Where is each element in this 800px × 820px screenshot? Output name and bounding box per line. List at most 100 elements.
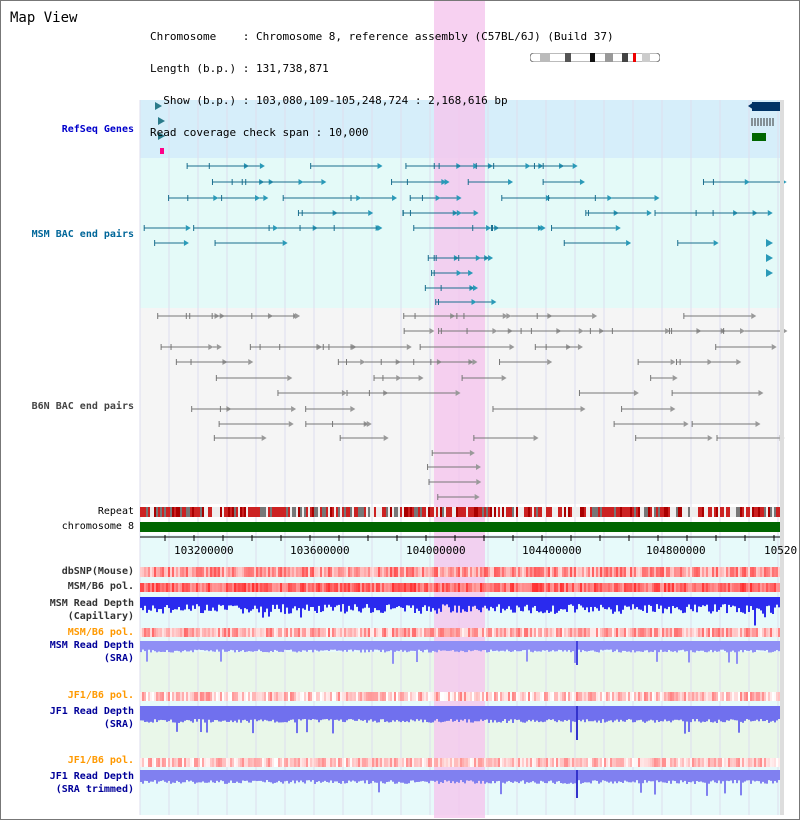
repeat-band bbox=[298, 507, 300, 517]
depth-bar bbox=[468, 641, 470, 651]
track-label-b6n-bac[interactable]: B6N BAC end pairs bbox=[31, 401, 134, 412]
heat-cell bbox=[734, 583, 736, 592]
depth-bar bbox=[530, 706, 532, 722]
heat-cell bbox=[258, 567, 260, 577]
depth-bar bbox=[628, 706, 630, 720]
heat-cell bbox=[460, 583, 462, 592]
heat-cell bbox=[454, 567, 456, 577]
track-label-jf1-depth-trimmed[interactable]: JF1 Read Depth bbox=[49, 771, 134, 782]
heat-cell bbox=[348, 758, 350, 767]
depth-bar bbox=[576, 597, 578, 610]
depth-bar bbox=[428, 641, 430, 653]
track-label-jf1-pol[interactable]: JF1/B6 pol. bbox=[67, 690, 134, 701]
depth-bar bbox=[268, 770, 270, 782]
repeat-band bbox=[680, 507, 682, 517]
depth-bar bbox=[656, 706, 658, 721]
track-label-chromosome[interactable]: chromosome 8 bbox=[61, 521, 134, 532]
heat-cell bbox=[582, 692, 584, 701]
depth-bar bbox=[264, 597, 266, 613]
depth-bar bbox=[368, 597, 370, 608]
heat-cell bbox=[312, 583, 314, 592]
heat-cell bbox=[266, 567, 268, 577]
heat-cell bbox=[714, 583, 716, 592]
track-label-msm-b6-pol-sra[interactable]: MSM/B6 pol. bbox=[67, 627, 134, 638]
depth-bar bbox=[516, 706, 518, 721]
track-label-msm-bac[interactable]: MSM BAC end pairs bbox=[31, 229, 134, 240]
heat-cell bbox=[590, 758, 592, 767]
depth-bar bbox=[376, 641, 378, 650]
repeat-band bbox=[236, 507, 238, 517]
heat-cell bbox=[152, 628, 154, 637]
bac-pair-arrow bbox=[646, 210, 652, 216]
track-label-jf1-depth-sra[interactable]: JF1 Read Depth bbox=[49, 706, 134, 717]
chromosome-ideogram[interactable] bbox=[530, 53, 660, 62]
depth-bar bbox=[656, 770, 658, 781]
track-label-refseq[interactable]: RefSeq Genes bbox=[61, 124, 134, 135]
heat-cell bbox=[256, 692, 258, 701]
repeat-band bbox=[260, 507, 262, 517]
depth-bar bbox=[632, 706, 634, 723]
depth-bar bbox=[618, 770, 620, 782]
heat-cell bbox=[144, 583, 146, 592]
heat-cell bbox=[182, 583, 184, 592]
heat-cell bbox=[628, 758, 630, 767]
depth-bar bbox=[578, 706, 580, 721]
heat-cell bbox=[682, 758, 684, 767]
track-label-msm-depth-sra[interactable]: MSM Read Depth bbox=[49, 640, 134, 651]
heat-cell bbox=[484, 583, 486, 592]
repeat-band bbox=[576, 507, 578, 517]
depth-bar bbox=[538, 597, 540, 613]
heat-cell bbox=[452, 567, 454, 577]
track-label-jf1-pol-trimmed[interactable]: JF1/B6 pol. bbox=[67, 755, 134, 766]
depth-bar bbox=[376, 706, 378, 723]
track-label-msm-depth-capillary[interactable]: MSM Read Depth bbox=[49, 598, 134, 609]
depth-bar bbox=[764, 597, 766, 618]
heat-cell bbox=[486, 567, 488, 577]
heat-cell bbox=[732, 692, 734, 701]
heat-cell bbox=[348, 567, 350, 577]
heat-cell bbox=[622, 628, 624, 637]
heat-cell bbox=[686, 567, 688, 577]
depth-bar bbox=[476, 641, 478, 651]
heat-cell bbox=[146, 692, 148, 701]
depth-bar bbox=[776, 706, 778, 721]
heat-cell bbox=[562, 628, 564, 637]
heat-cell bbox=[544, 583, 546, 592]
heat-cell bbox=[414, 628, 416, 637]
depth-bar bbox=[176, 706, 178, 732]
heat-cell bbox=[630, 758, 632, 767]
depth-bar bbox=[258, 706, 260, 721]
heat-cell bbox=[760, 692, 762, 701]
depth-bar bbox=[718, 641, 720, 652]
heat-cell bbox=[504, 628, 506, 637]
track-label-repeat[interactable]: Repeat bbox=[97, 506, 134, 517]
heat-cell bbox=[636, 692, 638, 701]
depth-bar bbox=[316, 770, 318, 783]
repeat-band bbox=[548, 507, 550, 517]
repeat-band bbox=[508, 507, 510, 517]
bac-pair-arrow bbox=[298, 179, 304, 185]
heat-cell bbox=[376, 567, 378, 577]
depth-bar bbox=[444, 597, 446, 606]
heat-cell bbox=[208, 628, 210, 637]
bac-pair-arrow bbox=[213, 195, 219, 201]
repeat-band bbox=[590, 507, 592, 517]
heat-cell bbox=[164, 692, 166, 701]
heat-cell bbox=[536, 628, 538, 637]
track-label-dbsnp[interactable]: dbSNP(Mouse) bbox=[61, 566, 134, 577]
repeat-band bbox=[554, 507, 556, 517]
depth-bar bbox=[244, 770, 246, 781]
heat-cell bbox=[372, 628, 374, 637]
heat-cell bbox=[170, 758, 172, 767]
track-label-msm-b6-pol[interactable]: MSM/B6 pol. bbox=[67, 581, 134, 592]
heat-cell bbox=[486, 628, 488, 637]
depth-bar bbox=[160, 597, 162, 609]
depth-bar bbox=[758, 597, 760, 609]
depth-bar bbox=[182, 641, 184, 652]
depth-bar bbox=[490, 770, 492, 784]
depth-bar bbox=[498, 770, 500, 781]
heat-cell bbox=[574, 758, 576, 767]
depth-bar bbox=[620, 706, 622, 720]
heat-cell bbox=[592, 583, 594, 592]
